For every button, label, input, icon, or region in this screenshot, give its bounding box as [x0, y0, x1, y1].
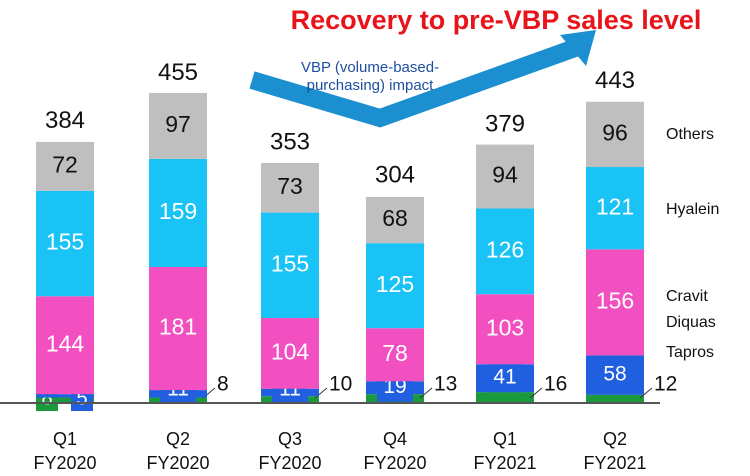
bar-segment — [261, 212, 319, 318]
data-label: 144 — [46, 330, 85, 356]
total-label: 384 — [45, 107, 85, 134]
data-label: 10 — [329, 373, 352, 396]
bar-segment — [366, 328, 424, 382]
data-label: 97 — [165, 111, 191, 137]
total-label: 304 — [375, 162, 415, 189]
x-tick-label: FY2020 — [363, 453, 426, 473]
data-label: 8 — [41, 387, 52, 409]
x-tick-label: Q1 — [493, 429, 517, 449]
data-label: 126 — [486, 236, 524, 262]
data-label: 96 — [602, 119, 628, 145]
bar-segment — [586, 101, 644, 168]
bar-segment — [476, 294, 534, 365]
x-tick-label: Q4 — [383, 429, 407, 449]
trend-arrow — [249, 39, 579, 128]
data-label: 72 — [52, 151, 78, 177]
bar-segment — [36, 296, 94, 395]
bar-segment — [149, 267, 207, 391]
data-label: 41 — [493, 366, 516, 389]
bar-segment — [36, 141, 94, 191]
x-tick-label: Q2 — [166, 429, 190, 449]
data-label: 121 — [596, 193, 634, 219]
legend-label: Others — [666, 126, 714, 143]
bar-segment — [366, 196, 424, 244]
bar-segment — [476, 144, 534, 209]
total-label: 455 — [158, 59, 198, 86]
x-tick-label: Q1 — [53, 429, 77, 449]
bar-segment — [586, 394, 644, 403]
legend-label: Hyalein — [666, 201, 719, 218]
data-label: 8 — [217, 373, 229, 396]
data-label: 155 — [271, 250, 309, 276]
data-label: 159 — [159, 198, 197, 224]
legend-label: Cravit — [666, 288, 708, 305]
data-label: 155 — [46, 229, 84, 255]
bar-segment — [36, 190, 94, 297]
bar-segment — [476, 392, 534, 403]
data-label: 68 — [382, 205, 408, 231]
annotation: purchasing) impact — [307, 77, 435, 94]
leader-line — [529, 387, 543, 399]
x-tick-label: Q3 — [278, 429, 302, 449]
data-label: 103 — [486, 314, 524, 340]
data-label: 13 — [434, 373, 457, 396]
bar-segment — [366, 243, 424, 329]
data-label: 125 — [376, 271, 414, 297]
annotation: VBP (volume-based- — [301, 59, 439, 76]
x-tick-label: FY2020 — [258, 453, 321, 473]
legend-label: Tapros — [666, 344, 714, 361]
bar-segment — [36, 397, 94, 403]
x-tick-label: FY2021 — [583, 453, 646, 473]
bar-segment — [261, 162, 319, 213]
data-label: 78 — [382, 340, 408, 366]
leader-line — [419, 387, 433, 399]
x-tick-label: FY2020 — [33, 453, 96, 473]
bar-segment — [36, 394, 94, 398]
legend-label: Diquas — [666, 314, 716, 331]
leader-line — [314, 387, 328, 399]
data-label: 16 — [544, 373, 567, 396]
bar-segment — [149, 158, 207, 267]
data-label: 12 — [654, 373, 677, 396]
bar-segment — [586, 167, 644, 250]
x-tick-label: FY2020 — [146, 453, 209, 473]
chart-title: Recovery to pre-VBP sales level — [291, 5, 702, 35]
bar-segment — [476, 208, 534, 295]
label-box — [597, 361, 633, 390]
bar-segment — [149, 92, 207, 159]
x-tick-label: FY2021 — [473, 453, 536, 473]
data-label: 73 — [277, 173, 303, 199]
leader-line — [639, 387, 653, 399]
data-label: 5 — [76, 387, 87, 409]
data-label: 94 — [492, 162, 518, 188]
bar-segment — [261, 318, 319, 389]
label-box — [487, 364, 523, 393]
total-label: 379 — [485, 111, 525, 138]
data-label: 58 — [603, 363, 626, 386]
arrow-head — [560, 30, 596, 66]
total-label: 443 — [595, 67, 635, 94]
total-label: 353 — [270, 128, 310, 155]
data-label: 104 — [271, 338, 310, 364]
data-label: 156 — [596, 287, 634, 313]
bar-segment — [586, 249, 644, 356]
data-label: 181 — [159, 314, 197, 340]
x-tick-label: Q2 — [603, 429, 627, 449]
